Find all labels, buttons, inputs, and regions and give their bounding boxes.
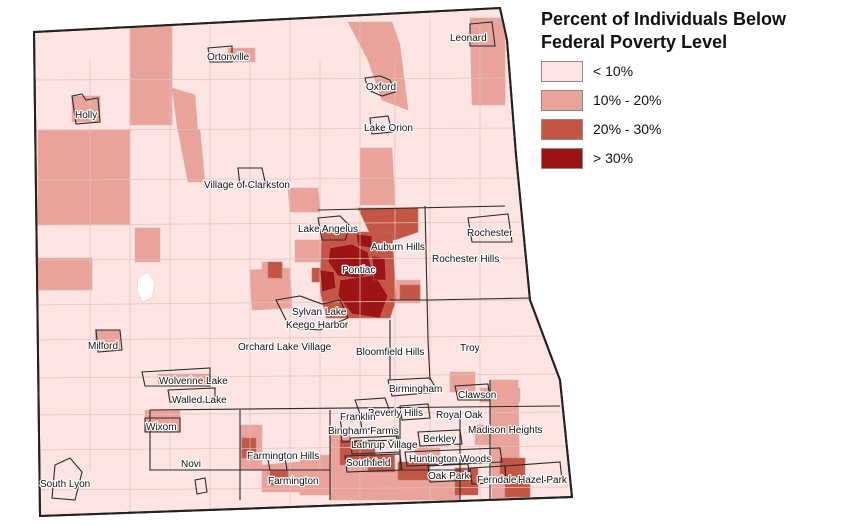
legend-swatch-10-20 — [541, 89, 583, 111]
place-label-troy: Troy — [460, 343, 480, 354]
place-label-pontiac: Pontiac — [342, 265, 375, 276]
place-label-oak-park: Oak Park — [428, 471, 471, 482]
legend-title-line1: Percent of Individuals Below — [541, 9, 787, 29]
place-label-madison-heights: Madison Heights — [468, 425, 542, 436]
place-label-lake-orion: Lake Orion — [364, 123, 413, 134]
place-label-huntington-woods: Huntington Woods — [409, 454, 491, 465]
lake-shape — [136, 271, 156, 303]
place-label-beverly-hills: Beverly Hills — [368, 408, 423, 419]
legend-item-over-30: > 30% — [541, 147, 633, 169]
legend-label-10-20: 10% - 20% — [593, 92, 662, 108]
legend-title: Percent of Individuals Below Federal Pov… — [541, 8, 841, 54]
place-label-farmington-hills: Farmington Hills — [247, 451, 319, 462]
place-label-farmington: Farmington — [268, 476, 319, 487]
place-label-village-of-clarkston: Village of Clarkston — [204, 180, 290, 191]
legend-label-20-30: 20% - 30% — [593, 121, 662, 137]
place-label-wolverine-lake: Wolverine Lake — [159, 376, 228, 387]
tracts-over-30 — [319, 233, 389, 319]
place-label-orchard-lake-village: Orchard Lake Village — [238, 342, 332, 353]
legend: Percent of Individuals Below Federal Pov… — [541, 8, 841, 169]
place-label-clawson: Clawson — [458, 390, 496, 401]
legend-title-line2: Federal Poverty Level — [541, 32, 728, 52]
county-outline — [32, 6, 574, 518]
place-label-hazel-park: Hazel Park — [518, 475, 568, 486]
place-labels: Leonard Ortonville Oxford Holly Lake Ori… — [39, 32, 569, 491]
legend-swatch-under-10 — [541, 60, 583, 82]
legend-label-over-30: > 30% — [593, 150, 634, 166]
place-label-rochester: Rochester — [467, 228, 513, 239]
place-label-lathrup-village: Lathrup Village — [351, 440, 418, 451]
place-label-berkley: Berkley — [423, 434, 456, 445]
place-label-birmingham: Birmingham — [389, 384, 442, 395]
legend-swatch-20-30 — [541, 118, 583, 140]
place-label-lake-angelus: Lake Angelus — [298, 224, 358, 235]
place-label-ferndale: Ferndale — [477, 475, 517, 486]
township-boundaries — [51, 21, 563, 501]
place-label-auburn-hills: Auburn Hills — [371, 242, 425, 253]
place-label-franklin: Franklin — [340, 412, 376, 423]
place-label-sylvan-lake: Sylvan Lake — [292, 307, 347, 318]
place-label-rochester-hills: Rochester Hills — [432, 254, 499, 265]
legend-label-under-10: < 10% — [593, 63, 634, 79]
legend-item-10-20: 10% - 20% — [541, 89, 661, 111]
place-label-royal-oak: Royal Oak — [436, 410, 484, 421]
place-label-ortonville: Ortonville — [207, 52, 250, 63]
place-label-oxford: Oxford — [366, 82, 396, 93]
place-label-wixom: Wixom — [146, 422, 177, 433]
place-label-southfield: Southfield — [346, 458, 390, 469]
place-label-leonard: Leonard — [450, 33, 487, 44]
place-label-bloomfield-hills: Bloomfield Hills — [356, 347, 424, 358]
tract-boundaries — [34, 20, 571, 516]
place-label-south-lyon: South Lyon — [40, 479, 90, 490]
place-label-novi: Novi — [181, 459, 201, 470]
place-label-keego-harbor: Keego Harbor — [286, 320, 349, 331]
legend-swatch-over-30 — [541, 147, 583, 169]
place-label-milford: Milford — [88, 341, 118, 352]
place-label-holly: Holly — [75, 110, 97, 121]
place-label-bingham-farms: Bingham Farms — [328, 426, 399, 437]
legend-item-20-30: 20% - 30% — [541, 118, 661, 140]
legend-item-under-10: < 10% — [541, 60, 633, 82]
place-label-walled-lake: Walled Lake — [172, 395, 227, 406]
